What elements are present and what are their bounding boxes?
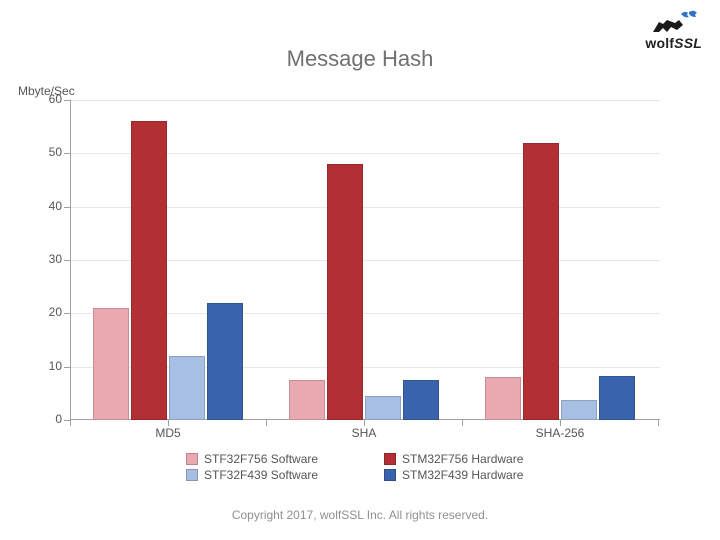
x-tick	[364, 420, 365, 426]
legend-row: STF32F439 Software STM32F439 Hardware	[160, 468, 580, 482]
x-tick-label: SHA	[352, 426, 377, 440]
bar	[523, 143, 559, 420]
y-tick-label: 0	[2, 412, 62, 426]
y-tick-label: 50	[2, 145, 62, 159]
bar	[327, 164, 363, 420]
legend-label: STF32F756 Software	[204, 452, 318, 466]
bar	[169, 356, 205, 420]
bar	[131, 121, 167, 420]
y-tick-label: 40	[2, 199, 62, 213]
bar	[93, 308, 129, 420]
legend-item: STF32F756 Software	[186, 452, 356, 466]
copyright-text: Copyright 2017, wolfSSL Inc. All rights …	[0, 508, 720, 522]
x-tick	[70, 420, 71, 426]
legend-swatch	[384, 453, 396, 465]
wolf-icon	[645, 10, 699, 36]
bar	[561, 400, 597, 420]
gridline	[70, 100, 660, 101]
legend-label: STM32F439 Hardware	[402, 468, 523, 482]
legend-swatch	[384, 469, 396, 481]
bar	[289, 380, 325, 420]
y-tick-label: 60	[2, 92, 62, 106]
bar	[599, 376, 635, 420]
legend-label: STM32F756 Hardware	[402, 452, 523, 466]
bar	[365, 396, 401, 420]
brand-logo: wolfSSL	[645, 10, 702, 51]
x-tick-label: MD5	[155, 426, 180, 440]
legend-item: STF32F439 Software	[186, 468, 356, 482]
legend-item: STM32F439 Hardware	[384, 468, 554, 482]
bar	[207, 303, 243, 420]
x-tick	[462, 420, 463, 426]
x-tick	[560, 420, 561, 426]
legend-swatch	[186, 469, 198, 481]
bar	[485, 377, 521, 420]
legend-swatch	[186, 453, 198, 465]
legend-row: STF32F756 Software STM32F756 Hardware	[160, 452, 580, 466]
x-tick	[266, 420, 267, 426]
x-tick	[658, 420, 659, 426]
chart-area: 0102030405060MD5SHASHA-256	[70, 100, 660, 420]
chart-title: Message Hash	[0, 46, 720, 72]
legend-item: STM32F756 Hardware	[384, 452, 554, 466]
y-tick-label: 10	[2, 359, 62, 373]
y-tick-label: 30	[2, 252, 62, 266]
legend: STF32F756 SoftwareSTM32F756 HardwareSTF3…	[160, 452, 580, 484]
x-tick	[168, 420, 169, 426]
x-tick-label: SHA-256	[536, 426, 585, 440]
plot-region: 0102030405060MD5SHASHA-256	[70, 100, 660, 420]
y-tick-label: 20	[2, 305, 62, 319]
legend-label: STF32F439 Software	[204, 468, 318, 482]
y-axis	[70, 100, 71, 420]
bar	[403, 380, 439, 420]
